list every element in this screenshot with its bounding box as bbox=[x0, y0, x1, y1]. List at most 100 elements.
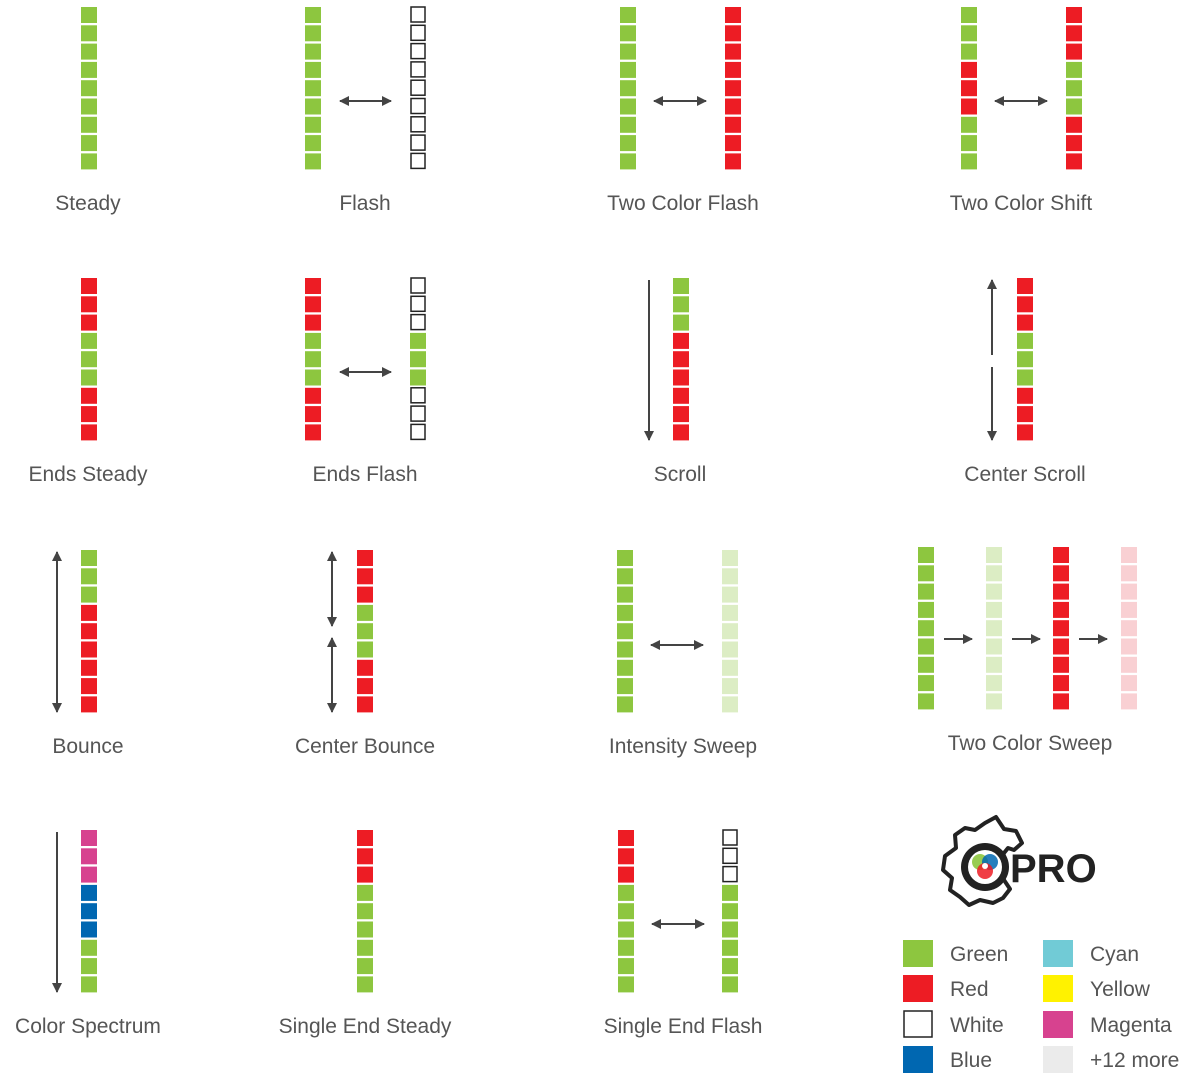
led bbox=[410, 61, 426, 78]
led bbox=[81, 7, 97, 23]
label-two-color-sweep: Two Color Sweep bbox=[948, 732, 1113, 755]
led bbox=[617, 550, 633, 566]
led bbox=[357, 884, 373, 901]
strip-bounce bbox=[81, 550, 97, 713]
gear-icon bbox=[941, 815, 1024, 907]
led bbox=[618, 921, 634, 938]
led bbox=[961, 98, 977, 115]
label-color-spectrum: Color Spectrum bbox=[15, 1015, 161, 1038]
legend-item: Green bbox=[903, 940, 1008, 967]
led bbox=[410, 97, 426, 115]
led bbox=[81, 848, 97, 865]
led bbox=[81, 278, 97, 294]
led bbox=[722, 903, 738, 920]
led bbox=[673, 351, 689, 368]
strip-two-color-flash-a bbox=[620, 7, 636, 170]
led bbox=[81, 659, 97, 676]
led bbox=[725, 7, 741, 23]
strip-two-color-sweep-1 bbox=[918, 547, 934, 710]
led bbox=[722, 829, 738, 846]
label-scroll: Scroll bbox=[654, 463, 707, 486]
led bbox=[305, 424, 321, 441]
led bbox=[81, 314, 97, 331]
led bbox=[722, 921, 738, 938]
rgb-circle-red bbox=[977, 863, 993, 879]
led bbox=[357, 903, 373, 920]
led bbox=[81, 586, 97, 603]
led bbox=[722, 604, 738, 621]
led-strips bbox=[81, 6, 1137, 993]
led bbox=[1053, 675, 1069, 692]
led bbox=[305, 332, 321, 349]
led bbox=[305, 80, 321, 97]
led bbox=[357, 830, 373, 846]
label-center-scroll: Center Scroll bbox=[964, 463, 1085, 486]
led bbox=[81, 696, 97, 713]
led bbox=[618, 958, 634, 975]
led bbox=[722, 568, 738, 585]
led bbox=[1053, 601, 1069, 618]
led bbox=[918, 583, 934, 600]
led bbox=[81, 116, 97, 133]
led bbox=[1017, 332, 1033, 349]
led bbox=[81, 830, 97, 846]
led bbox=[410, 277, 426, 294]
legend-swatch bbox=[903, 975, 933, 1002]
led bbox=[618, 848, 634, 865]
led bbox=[986, 583, 1002, 600]
led bbox=[81, 43, 97, 60]
label-single-end-flash: Single End Flash bbox=[604, 1015, 763, 1038]
led bbox=[722, 696, 738, 713]
led bbox=[673, 296, 689, 313]
led bbox=[410, 79, 426, 96]
led bbox=[81, 135, 97, 152]
led bbox=[81, 406, 97, 423]
strip-center-bounce bbox=[357, 550, 373, 713]
led bbox=[620, 153, 636, 170]
led bbox=[1121, 693, 1137, 710]
led bbox=[617, 604, 633, 621]
led bbox=[620, 98, 636, 115]
strip-two-color-sweep-2 bbox=[986, 547, 1002, 710]
led bbox=[961, 25, 977, 42]
label-intensity-sweep: Intensity Sweep bbox=[609, 735, 757, 758]
legend-swatch bbox=[1043, 1046, 1073, 1073]
led bbox=[1121, 565, 1137, 582]
led bbox=[305, 135, 321, 152]
led bbox=[1066, 61, 1082, 78]
led bbox=[357, 586, 373, 603]
strip-two-color-shift-b bbox=[1066, 7, 1082, 170]
legend-item: Magenta bbox=[1043, 1011, 1172, 1038]
strip-two-color-shift-a bbox=[961, 7, 977, 170]
led bbox=[722, 865, 738, 883]
led bbox=[1053, 620, 1069, 637]
led bbox=[410, 152, 426, 170]
led bbox=[673, 332, 689, 349]
legend-swatch bbox=[1043, 1011, 1073, 1038]
strip-scroll bbox=[673, 278, 689, 441]
led bbox=[1053, 547, 1069, 563]
legend-item: Cyan bbox=[1043, 940, 1139, 967]
legend-item: White bbox=[903, 1010, 1004, 1038]
led bbox=[722, 623, 738, 640]
legend-label: Magenta bbox=[1090, 1014, 1172, 1037]
legend-swatch bbox=[903, 1010, 933, 1038]
led bbox=[305, 61, 321, 78]
motion-arrows bbox=[52, 96, 1108, 993]
legend-label: Blue bbox=[950, 1049, 992, 1072]
led bbox=[305, 43, 321, 60]
strip-steady bbox=[81, 7, 97, 170]
led bbox=[673, 314, 689, 331]
led bbox=[357, 866, 373, 883]
led bbox=[618, 866, 634, 883]
led bbox=[1053, 693, 1069, 710]
legend-swatch bbox=[903, 1046, 933, 1073]
led bbox=[81, 921, 97, 938]
led bbox=[357, 958, 373, 975]
led bbox=[410, 295, 426, 313]
led bbox=[918, 675, 934, 692]
led bbox=[961, 135, 977, 152]
led bbox=[357, 550, 373, 566]
led bbox=[1066, 98, 1082, 115]
led bbox=[725, 25, 741, 42]
